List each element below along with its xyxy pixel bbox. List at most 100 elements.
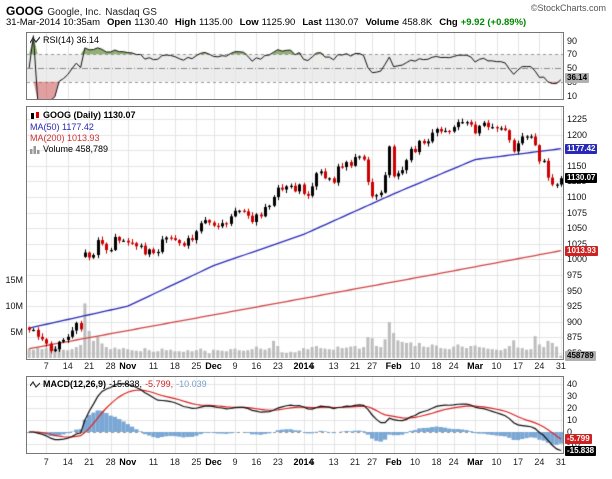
- quote-label-low: Low: [239, 17, 259, 28]
- macd-hist-value: -10.039: [176, 379, 207, 389]
- volume-legend: Volume 458,789: [30, 144, 108, 154]
- macd-legend-name: MACD(12,26,9): [43, 379, 107, 389]
- ma50-legend: MA(50) 1177.42: [30, 122, 94, 132]
- volume-tag: 458789: [565, 350, 596, 361]
- x-axis-label: 14: [62, 361, 73, 371]
- price-axis-label: 925: [567, 301, 583, 312]
- price-axis-label: 950: [567, 285, 583, 296]
- quote-label-volume: Volume: [365, 17, 400, 28]
- main-legend-title: GOOG (Daily) 1130.07: [43, 110, 136, 120]
- x-axis-label: 16: [251, 361, 262, 371]
- ticker-symbol: GOOG: [6, 4, 44, 18]
- stockcharts-copyright: ©StockCharts.com: [530, 3, 606, 13]
- price-axis-label: 1150: [567, 160, 587, 171]
- x-axis-label-bottom: 11: [148, 457, 159, 467]
- quote-value-last: 1130.07: [324, 17, 359, 28]
- exchange-name: Nasdaq GS: [105, 7, 157, 18]
- x-axis-label-bottom: 6: [309, 457, 315, 467]
- x-axis-label-bottom: 13: [328, 457, 339, 467]
- x-axis-label-bottom: Feb: [385, 457, 402, 467]
- rsi-axis-label: 10: [567, 90, 578, 101]
- ma200-tag: 1013.93: [565, 245, 598, 256]
- price-axis-label: 1050: [567, 223, 588, 234]
- macd-line-tag: -15.838: [565, 446, 597, 456]
- x-axis-label: 24: [534, 361, 545, 371]
- x-axis-label-bottom: 24: [448, 457, 459, 467]
- x-axis-label: 23: [272, 361, 283, 371]
- macd-signal-tag: -5.799: [565, 433, 592, 444]
- price-axis-label: 1100: [567, 192, 587, 202]
- rsi-line-icon: [30, 36, 40, 43]
- rsi-panel: [26, 32, 564, 100]
- quote-label-open: Open: [107, 17, 132, 28]
- chart-header: GOOG Google, Inc. Nasdaq GS ©StockCharts.c…: [6, 2, 606, 18]
- price-axis-label: 1000: [567, 254, 588, 265]
- quote-value-open: 1130.40: [134, 17, 168, 28]
- x-axis-label: 28: [105, 361, 116, 371]
- quote-strip: Open 1130.40 High 1135.00 Low 1125.90 Last 1130…: [100, 17, 526, 28]
- x-axis-label: 13: [328, 361, 339, 371]
- quote-label-chg: Chg: [439, 17, 458, 28]
- x-axis-label: 17: [512, 361, 523, 371]
- quote-value-volume: 458.8K: [402, 17, 433, 28]
- x-axis-label: 2014: [293, 361, 314, 371]
- x-axis-label-bottom: 10: [410, 457, 421, 467]
- macd-line-icon: [30, 380, 40, 388]
- price-axis-label: 1225: [567, 114, 588, 124]
- x-axis-label: 7: [43, 361, 49, 371]
- x-axis-label-bottom: 27: [367, 457, 378, 467]
- x-axis-label: 21: [350, 361, 361, 371]
- price-axis-label: 900: [567, 316, 583, 327]
- price-axis-label: 875: [567, 332, 583, 343]
- macd-axis-label: 20: [567, 403, 578, 413]
- price-axis-label: 1200: [567, 129, 588, 140]
- x-axis-label: 21: [84, 361, 95, 371]
- candlestick-icon: [31, 111, 39, 119]
- x-axis-label-bottom: 24: [534, 457, 545, 467]
- quote-label-last: Last: [302, 17, 322, 28]
- x-axis-label-bottom: Dec: [205, 457, 222, 467]
- macd-legend-value: -15.838,: [109, 379, 143, 389]
- x-axis-label-bottom: 9: [232, 457, 238, 467]
- price-panel: [26, 106, 564, 360]
- macd-panel: [26, 376, 564, 454]
- x-axis-label: 10: [410, 361, 421, 371]
- volume-axis-label: 15M: [5, 275, 23, 285]
- x-axis-label: 27: [367, 361, 378, 371]
- rsi-legend: RSI(14) 36.14: [30, 35, 99, 45]
- ma50-legend-text: MA(50) 1177.42: [30, 122, 94, 132]
- x-axis-label: Feb: [385, 361, 402, 371]
- rsi-axis-label: 50: [567, 63, 578, 73]
- main-legend-title-row: GOOG (Daily) 1130.07: [30, 110, 136, 120]
- x-axis-label-bottom: 31: [555, 457, 566, 467]
- x-axis-label: 6: [309, 361, 315, 371]
- x-axis-label: 25: [191, 361, 202, 371]
- x-axis-label-bottom: 16: [251, 457, 262, 467]
- rsi-axis-label: 70: [567, 49, 578, 60]
- x-axis-label: 31: [555, 361, 566, 371]
- price-axis-label: 975: [567, 270, 583, 280]
- x-axis-label-bottom: 21: [350, 457, 361, 467]
- rsi-value-tag: 36.14: [565, 72, 590, 83]
- x-axis-label: 10: [491, 361, 502, 371]
- x-axis-label: 18: [169, 361, 180, 371]
- ma50-tag: 1177.42: [565, 143, 598, 154]
- company-name: Google, Inc.: [47, 7, 102, 18]
- x-axis-label-bottom: 21: [84, 457, 95, 467]
- x-axis-label-bottom: 14: [62, 457, 73, 467]
- macd-axis-label: 0: [567, 427, 573, 437]
- macd-axis-label: 40: [567, 379, 578, 389]
- quote-value-low: 1125.90: [261, 17, 296, 28]
- x-axis-label: 11: [148, 361, 159, 371]
- x-axis-label-bottom: 17: [512, 457, 523, 467]
- volume-bars-icon: [30, 145, 40, 154]
- volume-axis-label: 10M: [5, 301, 23, 311]
- macd-axis-label: 30: [567, 391, 578, 401]
- x-axis-label: Dec: [205, 361, 222, 371]
- price-axis-label: 1025: [567, 238, 588, 249]
- macd-axis-label: -10: [567, 439, 581, 449]
- ma200-legend-text: MA(200) 1013.93: [30, 133, 100, 143]
- price-axis-label: 1075: [567, 207, 588, 218]
- quote-label-high: High: [174, 17, 197, 28]
